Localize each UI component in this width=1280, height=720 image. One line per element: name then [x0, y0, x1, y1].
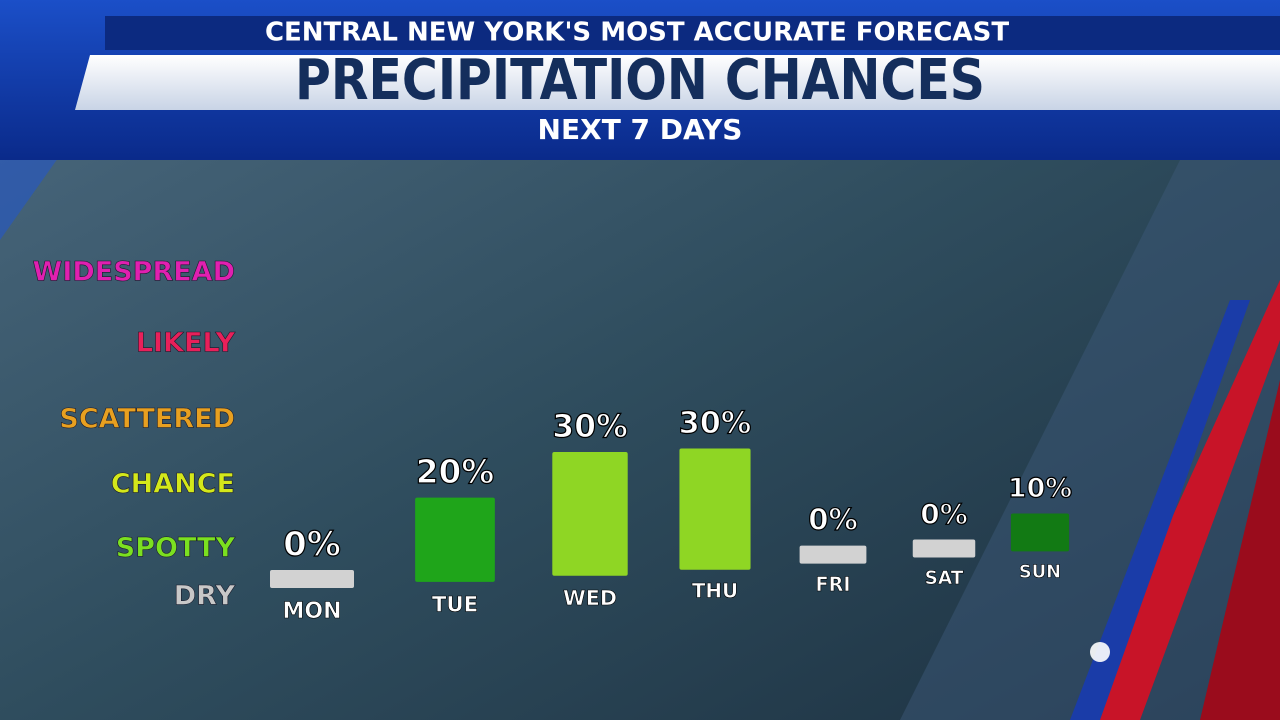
bar	[679, 448, 751, 570]
value-label: 10%	[1008, 473, 1072, 504]
tagline: CENTRAL NEW YORK'S MOST ACCURATE FORECAS…	[265, 18, 1009, 48]
bar	[552, 451, 628, 576]
day-label: TUE	[432, 592, 478, 617]
day-label: MON	[282, 599, 341, 624]
day-label: SAT	[925, 568, 964, 589]
tagline-bar	[105, 16, 1280, 50]
value-label: 20%	[416, 453, 495, 491]
day-label: SUN	[1019, 561, 1061, 582]
red-stripe	[1200, 380, 1280, 720]
bar	[912, 539, 976, 558]
level-label: CHANCE	[111, 469, 235, 500]
day-label: FRI	[815, 573, 850, 596]
glare	[1090, 642, 1110, 662]
value-label: 30%	[552, 409, 628, 445]
day-label: WED	[563, 586, 617, 610]
value-label: 0%	[808, 503, 858, 537]
title-bar	[75, 55, 1280, 110]
day-label: THU	[692, 580, 738, 603]
level-label: SCATTERED	[59, 404, 235, 435]
chart-title: PRECIPITATION CHANCES	[295, 48, 985, 113]
level-label: SPOTTY	[116, 533, 236, 564]
bar	[415, 497, 495, 582]
chart-subtitle: NEXT 7 DAYS	[538, 113, 743, 146]
bar	[799, 545, 867, 564]
level-label: LIKELY	[136, 328, 236, 359]
level-label: WIDESPREAD	[33, 257, 235, 288]
bar	[1010, 513, 1070, 552]
value-label: 0%	[920, 498, 968, 531]
level-label: DRY	[174, 581, 236, 612]
bar	[270, 570, 354, 588]
value-label: 0%	[283, 525, 341, 565]
value-label: 30%	[679, 406, 752, 441]
blue-stripe	[1070, 300, 1250, 720]
